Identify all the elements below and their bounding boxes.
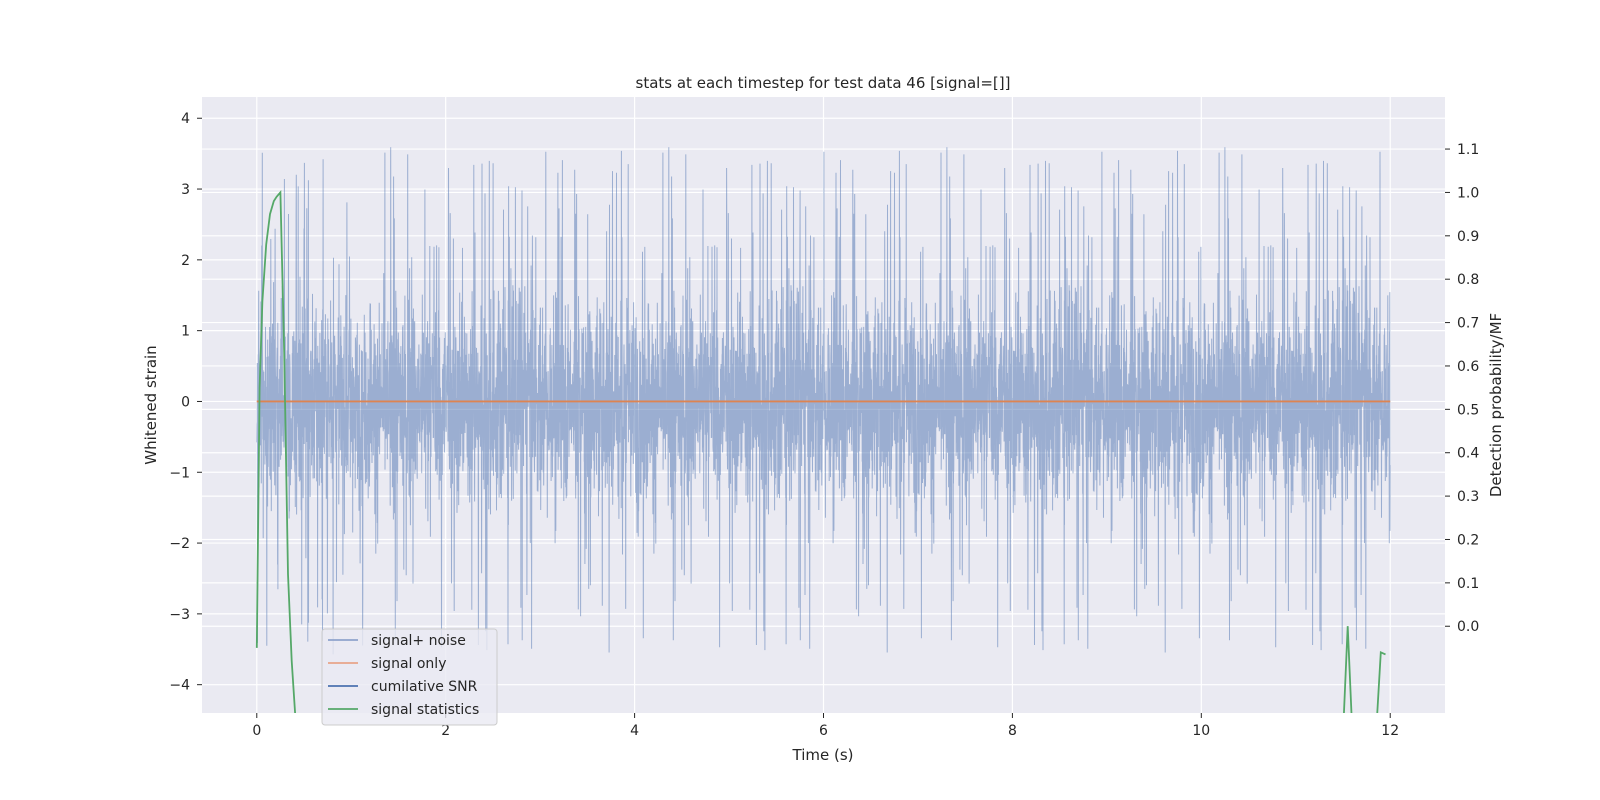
y-tick-label-0: −4 [169, 678, 190, 694]
y2-axis-label: Detection probability/MF [1487, 313, 1505, 497]
y2-tick-label-1: 0.1 [1457, 576, 1479, 592]
y-tick-label-2: −2 [169, 536, 190, 552]
y2-axis-ticks: 0.0 0.1 0.2 0.3 0.4 0.5 0.6 0.7 0.8 0.9 1.0 1.1 [1445, 142, 1479, 635]
x-tick-label-0: 0 [252, 723, 261, 739]
legend: signal+ noise signal only cumilative SNR… [321, 628, 498, 726]
y-tick-label-8: 4 [181, 111, 190, 127]
y2-tick-label-2: 0.2 [1457, 532, 1479, 548]
y-axis-ticks: −4 −3 −2 −1 0 1 2 3 4 [169, 111, 202, 694]
y2-tick-label-3: 0.3 [1457, 489, 1479, 505]
y2-tick-label-9: 0.9 [1457, 229, 1479, 245]
x-axis-ticks: 0 2 4 6 8 10 12 [252, 713, 1399, 739]
x-tick-label-6: 12 [1381, 723, 1399, 739]
y-axis-label: Whitened strain [142, 345, 160, 464]
legend-box [321, 628, 498, 726]
legend-label-signal-statistics: signal statistics [371, 702, 479, 718]
x-tick-label-3: 6 [819, 723, 828, 739]
y-tick-label-6: 2 [181, 253, 190, 269]
x-axis-label: Time (s) [792, 746, 854, 764]
y2-tick-label-4: 0.4 [1457, 446, 1479, 462]
x-tick-label-5: 10 [1192, 723, 1210, 739]
y2-tick-label-10: 1.0 [1457, 185, 1479, 201]
chart-title: stats at each timestep for test data 46 … [636, 74, 1011, 92]
x-tick-label-2: 4 [630, 723, 639, 739]
y2-tick-label-0: 0.0 [1457, 619, 1479, 635]
y2-tick-label-6: 0.6 [1457, 359, 1479, 375]
y-tick-label-7: 3 [181, 182, 190, 198]
legend-label-signal-noise: signal+ noise [371, 633, 466, 649]
x-tick-label-1: 2 [441, 723, 450, 739]
y2-tick-label-7: 0.7 [1457, 316, 1479, 332]
series-signal-statistics [255, 190, 1386, 713]
y2-tick-label-11: 1.1 [1457, 142, 1479, 158]
y-tick-label-1: −3 [169, 607, 190, 623]
legend-label-signal-only: signal only [371, 656, 446, 672]
legend-label-cumilative-snr: cumilative SNR [371, 679, 478, 695]
series-signal-noise [256, 147, 1391, 655]
y2-tick-label-8: 0.8 [1457, 272, 1479, 288]
y-tick-label-5: 1 [181, 324, 190, 340]
x-tick-label-4: 8 [1008, 723, 1017, 739]
y2-tick-label-5: 0.5 [1457, 402, 1479, 418]
y-tick-label-4: 0 [181, 394, 190, 410]
y-tick-label-3: −1 [169, 465, 190, 481]
